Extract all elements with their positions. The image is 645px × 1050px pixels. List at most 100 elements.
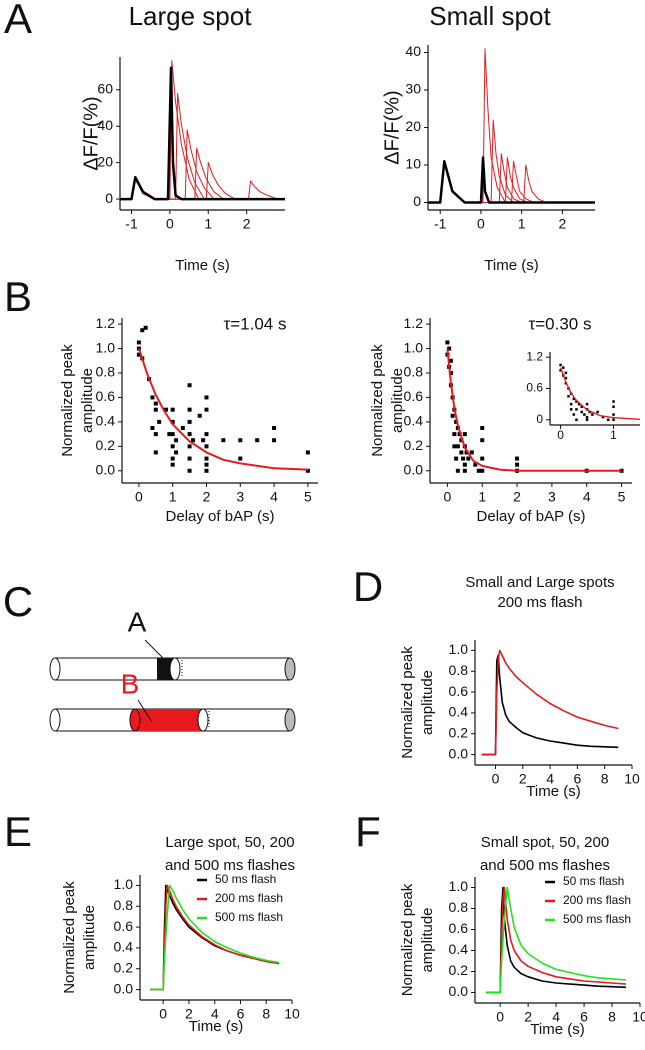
x-tick-label: 4 xyxy=(583,489,591,505)
data-point xyxy=(454,456,459,461)
chart-title: Small spot xyxy=(429,1,551,31)
y-tick-label: 1.0 xyxy=(404,339,424,355)
y-tick-label: 40 xyxy=(405,43,421,59)
y-tick-label: 0.0 xyxy=(96,461,116,477)
chart-title: Large spot xyxy=(129,1,253,31)
data-point xyxy=(575,418,578,422)
y-tick-label: 1.2 xyxy=(526,349,543,363)
y-axis-label: ΔF/F(%) xyxy=(381,90,403,164)
data-point xyxy=(187,456,192,461)
data-point xyxy=(480,468,485,473)
x-tick-label: 2 xyxy=(243,216,251,232)
data-point xyxy=(480,456,485,461)
y-tick-label: 0.2 xyxy=(114,959,134,975)
x-tick-label: 0 xyxy=(557,428,564,442)
y-axis-label: Normalized peak xyxy=(399,646,416,759)
x-tick-label: 0 xyxy=(496,1009,504,1025)
y-axis-label: Normalized peak xyxy=(399,883,416,996)
data-point xyxy=(204,468,209,473)
data-point xyxy=(170,432,175,437)
data-point xyxy=(204,444,209,449)
y-tick-label: 0.8 xyxy=(404,364,424,380)
data-point xyxy=(170,419,175,424)
chart-title: and 500 ms flashes xyxy=(165,857,295,874)
data-point xyxy=(167,432,172,437)
y-tick-label: 0.2 xyxy=(404,437,424,453)
panel-letter: C xyxy=(3,578,33,625)
data-point xyxy=(140,328,145,333)
y-axis-label: Normalized peak xyxy=(61,881,78,994)
y-tick-label: 0 xyxy=(413,193,421,209)
spot-label: A xyxy=(128,606,147,637)
data-point xyxy=(153,401,158,406)
data-point xyxy=(612,400,615,403)
data-point xyxy=(575,400,578,403)
y-tick-label: 0.6 xyxy=(449,920,469,936)
series-line xyxy=(486,886,627,994)
data-point xyxy=(197,413,202,418)
data-point xyxy=(452,444,457,449)
data-point xyxy=(204,456,209,461)
data-point xyxy=(455,468,460,473)
x-tick-label: 1 xyxy=(478,489,486,505)
y-tick-label: 0.4 xyxy=(114,939,134,955)
dendrite-end xyxy=(49,657,61,681)
data-point xyxy=(143,325,148,330)
data-point xyxy=(204,432,209,437)
spot-b-edge xyxy=(129,708,141,732)
data-point xyxy=(174,438,179,443)
series-line xyxy=(446,348,622,472)
data-point xyxy=(204,462,209,467)
data-point xyxy=(591,413,594,416)
data-point xyxy=(170,407,175,412)
data-point xyxy=(452,432,457,437)
y-tick-label: 1.0 xyxy=(96,339,116,355)
data-point xyxy=(455,444,460,449)
data-point xyxy=(255,438,260,443)
data-point xyxy=(476,468,481,473)
chart-title: and 500 ms flashes xyxy=(480,857,610,874)
y-axis-label: amplitude xyxy=(419,907,436,972)
x-tick-label: 0 xyxy=(492,771,500,787)
series-line xyxy=(428,156,595,204)
diagram-c: A B xyxy=(49,606,296,732)
x-tick-label: 1 xyxy=(169,489,177,505)
x-tick-label: 4 xyxy=(211,1006,219,1022)
data-point xyxy=(575,408,578,411)
legend-label: 50 ms flash xyxy=(215,872,276,886)
data-point xyxy=(448,358,453,363)
data-point xyxy=(272,438,277,443)
y-tick-label: 1.0 xyxy=(449,878,469,894)
x-axis-label: Time (s) xyxy=(189,1018,243,1035)
x-tick-label: 0 xyxy=(477,216,485,232)
x-tick-label: -1 xyxy=(125,216,138,232)
pointer xyxy=(137,699,153,723)
spot-label: B xyxy=(121,668,140,699)
x-tick-label: 4 xyxy=(552,1009,560,1025)
x-tick-label: 0 xyxy=(444,489,452,505)
y-tick-label: 0.4 xyxy=(449,704,469,720)
x-axis-label: Time (s) xyxy=(530,1021,584,1038)
data-point xyxy=(480,438,485,443)
series-line xyxy=(481,649,619,756)
x-tick-label: 2 xyxy=(203,489,211,505)
panel-letter: D xyxy=(353,563,383,610)
series-line xyxy=(137,348,308,471)
y-tick-label: 0.2 xyxy=(449,962,469,978)
y-tick-label: 1.2 xyxy=(96,315,116,331)
data-point xyxy=(459,450,464,455)
data-point xyxy=(601,415,605,419)
chart-title: Small and Large spots xyxy=(465,574,614,591)
x-tick-label: 4 xyxy=(546,771,554,787)
x-tick-label: 5 xyxy=(304,489,312,505)
panel-letter: F xyxy=(355,808,381,855)
y-tick-label: 0.8 xyxy=(449,662,469,678)
y-tick-label: 0.8 xyxy=(114,897,134,913)
data-point xyxy=(464,450,469,455)
legend-label: 500 ms flash xyxy=(563,912,631,926)
x-tick-label: 3 xyxy=(236,489,244,505)
y-tick-label: 0.0 xyxy=(404,461,424,477)
data-point xyxy=(515,456,520,461)
data-point xyxy=(559,363,562,367)
data-point xyxy=(564,376,568,380)
